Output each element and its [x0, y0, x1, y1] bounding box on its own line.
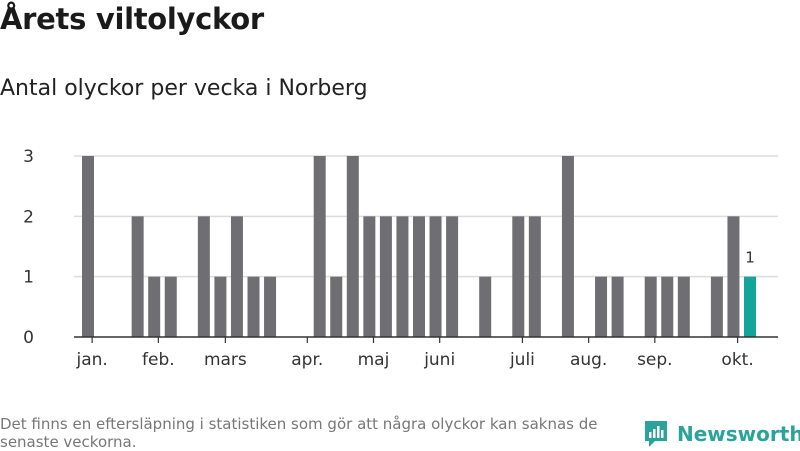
bar	[446, 216, 459, 337]
chart-title: Årets viltolyckor	[0, 2, 264, 36]
x-tick-label: aug.	[570, 350, 607, 370]
y-axis-ticks: 0 1 2 3	[23, 147, 34, 348]
newsworthy-logo-icon	[645, 421, 667, 447]
bar	[611, 276, 624, 337]
x-tick-label: juni	[423, 350, 455, 370]
bar	[330, 276, 343, 337]
bar	[644, 276, 657, 337]
y-tick-label: 2	[23, 207, 34, 227]
brand-logo[interactable]: Newsworthy	[643, 419, 800, 449]
footnote: Det finns en eftersläpning i statistiken…	[0, 415, 598, 451]
bar	[413, 216, 425, 337]
bar	[346, 156, 359, 337]
bar	[247, 276, 260, 337]
bar	[677, 276, 690, 337]
bar	[710, 276, 723, 337]
data-labels: 1	[745, 249, 755, 267]
bar	[512, 216, 525, 337]
bar	[561, 156, 574, 337]
bar	[379, 216, 392, 337]
bar	[214, 276, 227, 337]
bar	[727, 216, 740, 337]
y-tick-label: 1	[23, 268, 34, 288]
x-tick-label: apr.	[291, 350, 323, 370]
bar	[363, 216, 376, 337]
bar	[429, 216, 442, 337]
bar	[264, 276, 277, 337]
x-tick-label: mars	[204, 350, 247, 370]
bar	[230, 216, 243, 337]
bar-highlight	[744, 276, 756, 337]
x-tick-label: maj	[358, 350, 390, 370]
brand-name: Newsworthy	[677, 422, 800, 446]
x-tick-label: juli	[509, 350, 535, 370]
bar	[197, 216, 210, 337]
bar	[164, 276, 177, 337]
x-tick-label: sep.	[637, 350, 673, 370]
y-tick-label: 0	[23, 328, 34, 348]
x-tick-label: feb.	[142, 350, 175, 370]
bar	[595, 276, 608, 337]
bar	[82, 156, 94, 337]
bar	[148, 276, 161, 337]
bar	[131, 216, 144, 337]
bar	[313, 156, 326, 337]
data-label: 1	[745, 249, 755, 267]
x-tick-label: jan.	[75, 350, 107, 370]
bar	[528, 216, 541, 337]
bar-chart: 0 1 2 3 jan. feb. mars apr. maj juni juli aug. sep.…	[23, 147, 778, 370]
bar	[661, 276, 674, 337]
gridlines	[74, 155, 778, 278]
bar	[479, 276, 492, 337]
bars	[82, 156, 756, 337]
x-tick-label: okt.	[721, 350, 753, 370]
chart-subtitle: Antal olyckor per vecka i Norberg	[0, 76, 368, 101]
x-axis-ticks: jan. feb. mars apr. maj juni juli aug. sep. okt.	[75, 337, 754, 370]
y-tick-label: 3	[23, 147, 34, 167]
bar	[396, 216, 409, 337]
